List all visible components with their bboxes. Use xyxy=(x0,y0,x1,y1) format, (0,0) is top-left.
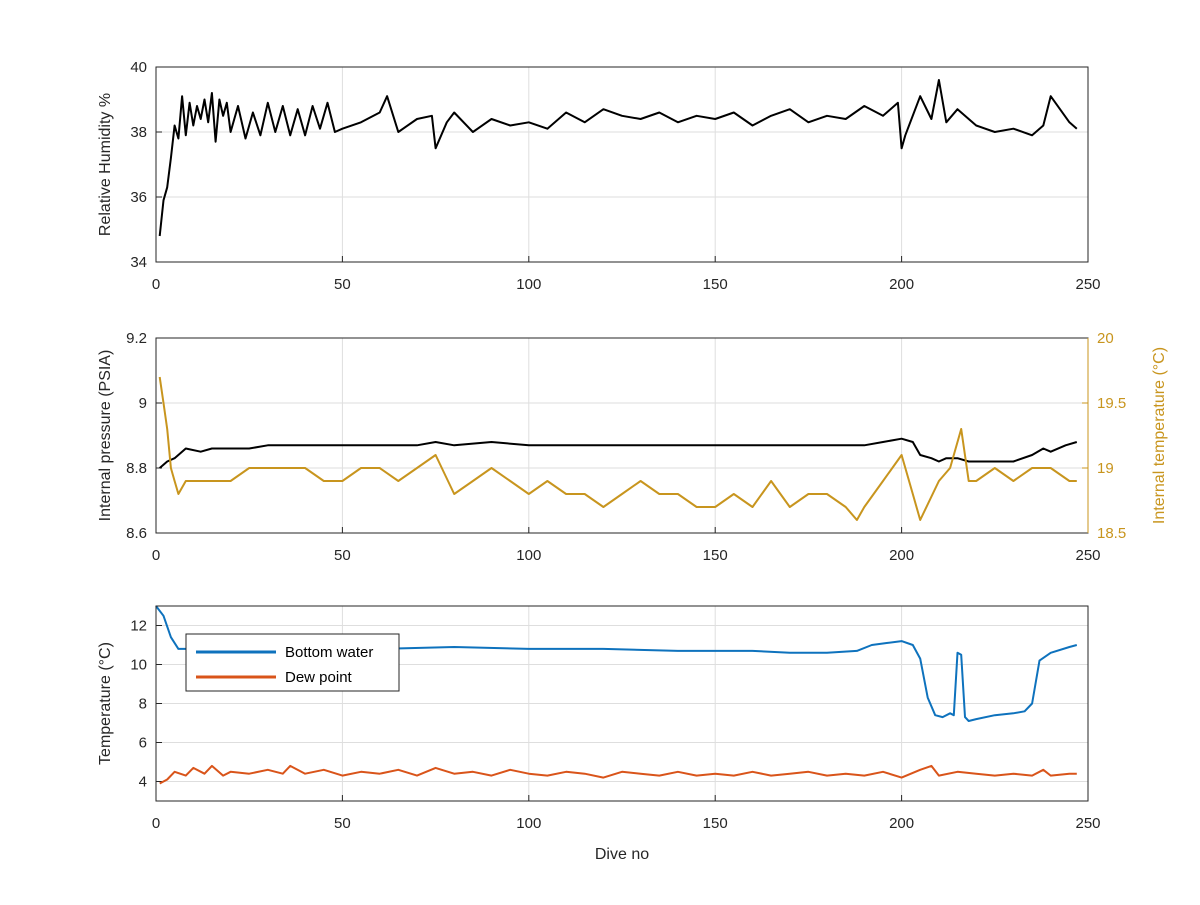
y-tick-label: 9 xyxy=(139,395,147,412)
x-tick-label: 250 xyxy=(1075,276,1100,293)
y-tick-label: 12 xyxy=(130,618,147,635)
x-tick-label: 50 xyxy=(334,815,351,832)
y-tick-label: 40 xyxy=(130,59,147,76)
y-tick-label: 38 xyxy=(130,124,147,141)
y-right-axis-label: Internal temperature (°C) xyxy=(1151,347,1168,524)
y-tick-label: 36 xyxy=(130,189,147,206)
legend-box xyxy=(185,633,400,692)
y-tick-label: 6 xyxy=(139,735,147,752)
x-tick-label: 0 xyxy=(152,276,160,293)
y-tick-label: 8.8 xyxy=(126,460,147,477)
chart-panel-1: 0 50 100 150 200 250 34 36 38 40 Relative Humidity… xyxy=(97,59,1101,293)
x-tick-label: 50 xyxy=(334,276,351,293)
y-tick-label: 10 xyxy=(130,657,147,674)
x-tick-label: 250 xyxy=(1075,815,1100,832)
x-tick-label: 100 xyxy=(516,815,541,832)
y-tick-label: 9.2 xyxy=(126,330,147,347)
series-line-dew-point xyxy=(159,764,1077,785)
plot-frame xyxy=(155,605,1089,802)
legend-label: Dew point xyxy=(285,669,353,686)
y-axis-label: Internal pressure (PSIA) xyxy=(97,350,114,522)
y-axis-label: Relative Humidity % xyxy=(97,93,114,236)
y-tick-label: 8.6 xyxy=(126,525,147,542)
x-tick-label: 100 xyxy=(516,276,541,293)
y-right-tick-label: 19.5 xyxy=(1097,395,1126,412)
plot-frame xyxy=(155,66,1089,263)
y-tick-label: 8 xyxy=(139,696,147,713)
legend-label: Bottom water xyxy=(285,644,373,661)
series-line-2-2 xyxy=(158,376,1077,521)
x-tick-label: 150 xyxy=(703,547,728,564)
x-tick-label: 0 xyxy=(152,815,160,832)
x-tick-label: 150 xyxy=(703,815,728,832)
x-axis-label: Dive no xyxy=(595,846,649,863)
x-tick-label: 200 xyxy=(889,815,914,832)
series-line-1-1 xyxy=(158,79,1078,237)
x-tick-label: 200 xyxy=(889,547,914,564)
plot-area xyxy=(156,67,1088,262)
y-right-tick-label: 18.5 xyxy=(1097,525,1126,542)
chart-panel-2: 0 50 100 150 200 250 8.6 8.8 9 9.2 18.5 19 19.5 20 Int… xyxy=(97,330,1168,564)
y-axis-label: Temperature (°C) xyxy=(97,642,114,765)
chart-panel-3: 0 50 100 150 200 250 4 6 8 10 12 Temperature (°C) Di… xyxy=(97,605,1101,863)
x-tick-label: 250 xyxy=(1075,547,1100,564)
y-tick-label: 4 xyxy=(139,774,147,791)
y-right-tick-label: 20 xyxy=(1097,330,1114,347)
y-right-tick-label: 19 xyxy=(1097,460,1114,477)
x-tick-label: 0 xyxy=(152,547,160,564)
plot-area xyxy=(156,338,1088,533)
x-tick-label: 50 xyxy=(334,547,351,564)
x-tick-label: 200 xyxy=(889,276,914,293)
x-tick-label: 150 xyxy=(703,276,728,293)
x-tick-label: 100 xyxy=(516,547,541,564)
y-tick-label: 34 xyxy=(130,254,147,271)
legend: Bottom water Dew point xyxy=(185,633,400,692)
series-line-2-1 xyxy=(159,437,1078,469)
